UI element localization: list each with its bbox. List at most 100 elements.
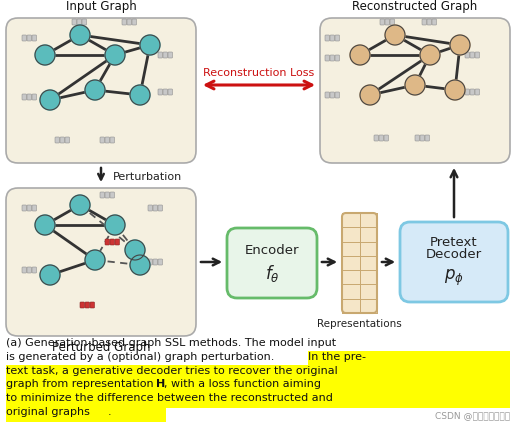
FancyBboxPatch shape <box>158 205 163 211</box>
Text: $p_{\phi}$: $p_{\phi}$ <box>444 268 464 288</box>
FancyBboxPatch shape <box>227 228 317 298</box>
FancyBboxPatch shape <box>85 302 89 308</box>
FancyBboxPatch shape <box>168 52 172 58</box>
FancyBboxPatch shape <box>22 267 26 273</box>
FancyBboxPatch shape <box>32 94 37 100</box>
Text: Pretext: Pretext <box>430 236 478 248</box>
FancyBboxPatch shape <box>420 135 425 141</box>
FancyBboxPatch shape <box>330 55 334 61</box>
FancyBboxPatch shape <box>148 205 153 211</box>
Text: Encoder: Encoder <box>245 244 299 256</box>
FancyBboxPatch shape <box>415 135 420 141</box>
FancyBboxPatch shape <box>380 19 384 25</box>
FancyBboxPatch shape <box>342 213 377 313</box>
FancyBboxPatch shape <box>153 205 157 211</box>
Text: Perturbed Graph: Perturbed Graph <box>52 341 150 354</box>
FancyArrowPatch shape <box>98 168 104 179</box>
Text: to minimize the difference between the reconstructed and: to minimize the difference between the r… <box>6 393 333 403</box>
FancyBboxPatch shape <box>110 137 115 143</box>
FancyBboxPatch shape <box>22 94 26 100</box>
Circle shape <box>350 45 370 65</box>
FancyBboxPatch shape <box>32 267 37 273</box>
FancyBboxPatch shape <box>105 192 109 198</box>
Circle shape <box>445 80 465 100</box>
FancyBboxPatch shape <box>432 19 437 25</box>
Circle shape <box>70 195 90 215</box>
Circle shape <box>450 35 470 55</box>
FancyBboxPatch shape <box>168 89 172 95</box>
FancyBboxPatch shape <box>470 89 475 95</box>
FancyBboxPatch shape <box>379 135 383 141</box>
FancyBboxPatch shape <box>335 35 340 41</box>
FancyBboxPatch shape <box>400 222 508 302</box>
FancyBboxPatch shape <box>465 52 470 58</box>
FancyBboxPatch shape <box>127 19 132 25</box>
FancyBboxPatch shape <box>6 188 196 336</box>
FancyArrowPatch shape <box>382 259 393 265</box>
FancyBboxPatch shape <box>330 92 334 98</box>
Text: is generated by a (optional) graph perturbation.: is generated by a (optional) graph pertu… <box>6 352 278 362</box>
FancyBboxPatch shape <box>163 89 168 95</box>
FancyBboxPatch shape <box>6 18 196 163</box>
FancyBboxPatch shape <box>465 89 470 95</box>
Circle shape <box>35 215 55 235</box>
FancyBboxPatch shape <box>72 19 76 25</box>
FancyBboxPatch shape <box>80 302 85 308</box>
Circle shape <box>70 25 90 45</box>
FancyBboxPatch shape <box>115 239 120 245</box>
FancyBboxPatch shape <box>374 135 379 141</box>
FancyBboxPatch shape <box>330 35 334 41</box>
FancyArrowPatch shape <box>206 81 312 89</box>
FancyArrowPatch shape <box>450 170 457 217</box>
FancyBboxPatch shape <box>158 89 163 95</box>
FancyBboxPatch shape <box>325 92 330 98</box>
Bar <box>308 351 510 367</box>
Circle shape <box>130 255 150 275</box>
FancyBboxPatch shape <box>60 137 64 143</box>
Circle shape <box>405 75 425 95</box>
Circle shape <box>105 215 125 235</box>
Circle shape <box>105 45 125 65</box>
FancyBboxPatch shape <box>100 192 105 198</box>
FancyBboxPatch shape <box>77 19 82 25</box>
Circle shape <box>85 250 105 270</box>
FancyBboxPatch shape <box>475 52 479 58</box>
FancyBboxPatch shape <box>82 19 87 25</box>
Circle shape <box>360 85 380 105</box>
Text: Perturbation: Perturbation <box>113 172 182 182</box>
Text: original graphs: original graphs <box>6 407 90 417</box>
FancyBboxPatch shape <box>422 19 427 25</box>
FancyBboxPatch shape <box>148 259 153 265</box>
FancyBboxPatch shape <box>27 35 31 41</box>
Text: H: H <box>156 379 165 390</box>
Text: , with a loss function aiming: , with a loss function aiming <box>164 379 321 390</box>
FancyBboxPatch shape <box>32 35 37 41</box>
FancyBboxPatch shape <box>163 52 168 58</box>
Text: Reconstruction Loss: Reconstruction Loss <box>203 68 315 78</box>
FancyBboxPatch shape <box>320 18 510 163</box>
FancyBboxPatch shape <box>90 302 94 308</box>
Text: $f_{\theta}$: $f_{\theta}$ <box>265 264 279 285</box>
FancyBboxPatch shape <box>65 137 70 143</box>
FancyBboxPatch shape <box>105 137 109 143</box>
FancyBboxPatch shape <box>22 205 26 211</box>
Circle shape <box>85 80 105 100</box>
Text: .: . <box>108 407 111 417</box>
FancyBboxPatch shape <box>335 55 340 61</box>
Text: CSDN @西西弗的小蛂蚁: CSDN @西西弗的小蛂蚁 <box>435 411 510 420</box>
FancyBboxPatch shape <box>470 52 475 58</box>
Circle shape <box>140 35 160 55</box>
FancyBboxPatch shape <box>153 259 157 265</box>
FancyBboxPatch shape <box>27 94 31 100</box>
FancyBboxPatch shape <box>158 259 163 265</box>
Text: Decoder: Decoder <box>426 248 482 261</box>
Circle shape <box>385 25 405 45</box>
FancyBboxPatch shape <box>325 35 330 41</box>
FancyBboxPatch shape <box>475 89 479 95</box>
Circle shape <box>130 85 150 105</box>
FancyBboxPatch shape <box>427 19 431 25</box>
Bar <box>6 392 510 408</box>
FancyBboxPatch shape <box>335 92 340 98</box>
Circle shape <box>40 90 60 110</box>
FancyBboxPatch shape <box>122 19 126 25</box>
